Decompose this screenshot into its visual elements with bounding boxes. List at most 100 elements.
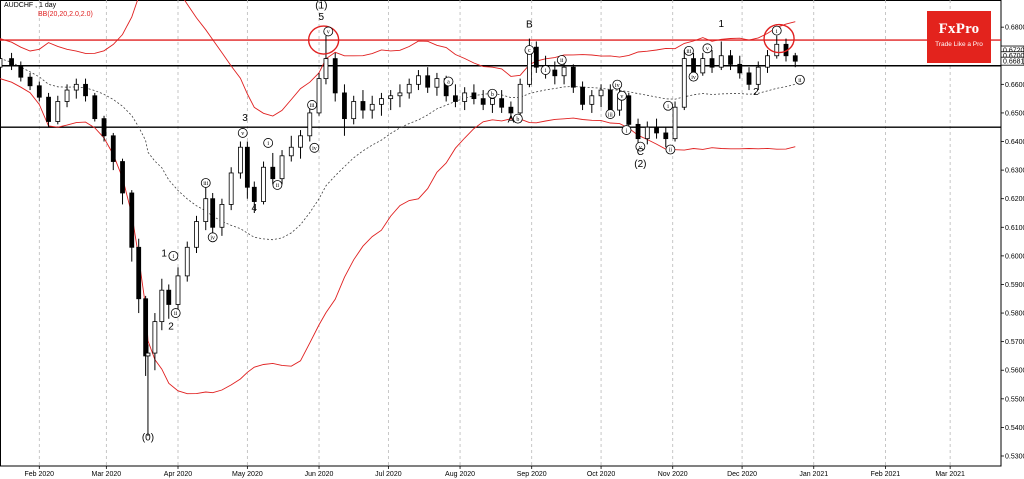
candle-body [397, 92, 403, 97]
price-tag-label: 0.6720 [1003, 48, 1024, 55]
wave-label-minor: ii [276, 183, 280, 189]
candle-body [499, 98, 505, 108]
wave-label-minor: c [528, 48, 531, 54]
candle-body [332, 58, 338, 94]
candle-body [718, 55, 724, 68]
candle-body [83, 83, 88, 97]
wave-label-circle [168, 250, 179, 261]
candle-body [261, 166, 266, 202]
candle-body [774, 43, 780, 57]
candle-body [184, 246, 190, 277]
wave-label-circle [663, 100, 674, 111]
x-tick-label: Nov 2020 [658, 471, 688, 478]
candle-body [561, 66, 567, 77]
candle-body [46, 96, 51, 122]
x-tick-label: Oct 2020 [587, 471, 616, 478]
wave-label-minor: ii [174, 311, 178, 317]
x-tick-label: Dec 2020 [727, 471, 757, 478]
wave-label: B [526, 20, 533, 31]
x-tick-label: May 2020 [232, 471, 263, 478]
wave-label: 3 [242, 113, 248, 124]
candle-body [152, 321, 158, 354]
wave-label: 4 [252, 203, 258, 214]
wave-label-circle [621, 125, 632, 135]
wave-label-minor: iii [686, 49, 691, 55]
wave-label-minor: b [516, 117, 519, 123]
candle-body [598, 89, 604, 97]
candle-body [307, 112, 313, 137]
candle-body [18, 65, 24, 78]
plot-frame [0, 0, 1002, 467]
candle-body [480, 98, 486, 105]
wave-label-circle [540, 65, 551, 75]
candle-body [765, 55, 770, 68]
x-tick-label: Feb 2021 [871, 471, 901, 478]
candle-body [64, 89, 70, 102]
highlight-circle [763, 23, 795, 54]
wave-label-minor: ii [560, 58, 564, 64]
wave-label-minor: i [173, 254, 175, 260]
candle-body [175, 275, 181, 305]
wave-label-minor: ii [669, 148, 673, 154]
x-tick-label: Sep 2020 [517, 471, 547, 478]
wave-label-circle [794, 74, 805, 85]
candle-body [120, 161, 125, 194]
wave-label-circle [524, 45, 535, 55]
candle-body [136, 246, 142, 300]
x-tick-label: Feb 2020 [25, 471, 55, 478]
candle-body [351, 101, 357, 120]
candle-body [279, 155, 285, 180]
candle-body [342, 92, 347, 120]
candle-body [244, 146, 250, 188]
wave-label: 5 [319, 12, 325, 23]
candle-body [145, 352, 151, 357]
wave-label: (2) [634, 159, 646, 170]
candle-body [288, 146, 294, 157]
candle-body [166, 289, 172, 305]
x-tick-label: Jan 2021 [799, 471, 828, 478]
wave-label-minor: v [639, 145, 642, 151]
candle-body [434, 78, 440, 88]
candle-body [552, 69, 558, 77]
candle-body [27, 76, 33, 87]
wave-label-minor: ii [798, 78, 802, 84]
wave-label: (0) [142, 432, 154, 443]
candle-body [219, 204, 225, 228]
candle-body [728, 55, 733, 65]
wave-label-circle [684, 45, 694, 56]
indicator-label: BB(20,20,2.0,2.0) [38, 11, 93, 18]
candle-body [654, 126, 659, 134]
wave-label-minor: b [491, 92, 494, 98]
candle-body [663, 132, 669, 140]
price-tag [1000, 56, 1024, 66]
logo-tagline: Trade Like a Pro [935, 41, 983, 48]
wave-label-circle [635, 141, 646, 152]
fxpro-logo: FxPro Trade Like a Pro [927, 11, 991, 63]
wave-label-minor: a [447, 80, 450, 86]
candle-body [709, 58, 715, 68]
candle-body [129, 192, 135, 248]
candle-body [73, 83, 79, 91]
candle-body [406, 83, 412, 94]
wave-label-minor: v [706, 47, 709, 53]
candle-body [228, 172, 234, 205]
wave-label-circle [605, 109, 616, 119]
candle-body [626, 95, 632, 125]
candle-body [298, 135, 303, 148]
wave-label-minor: iii [608, 112, 613, 118]
candle-body [517, 83, 523, 114]
wave-label-circle [323, 26, 334, 37]
candle-body [508, 106, 514, 114]
candle-body [580, 86, 585, 105]
